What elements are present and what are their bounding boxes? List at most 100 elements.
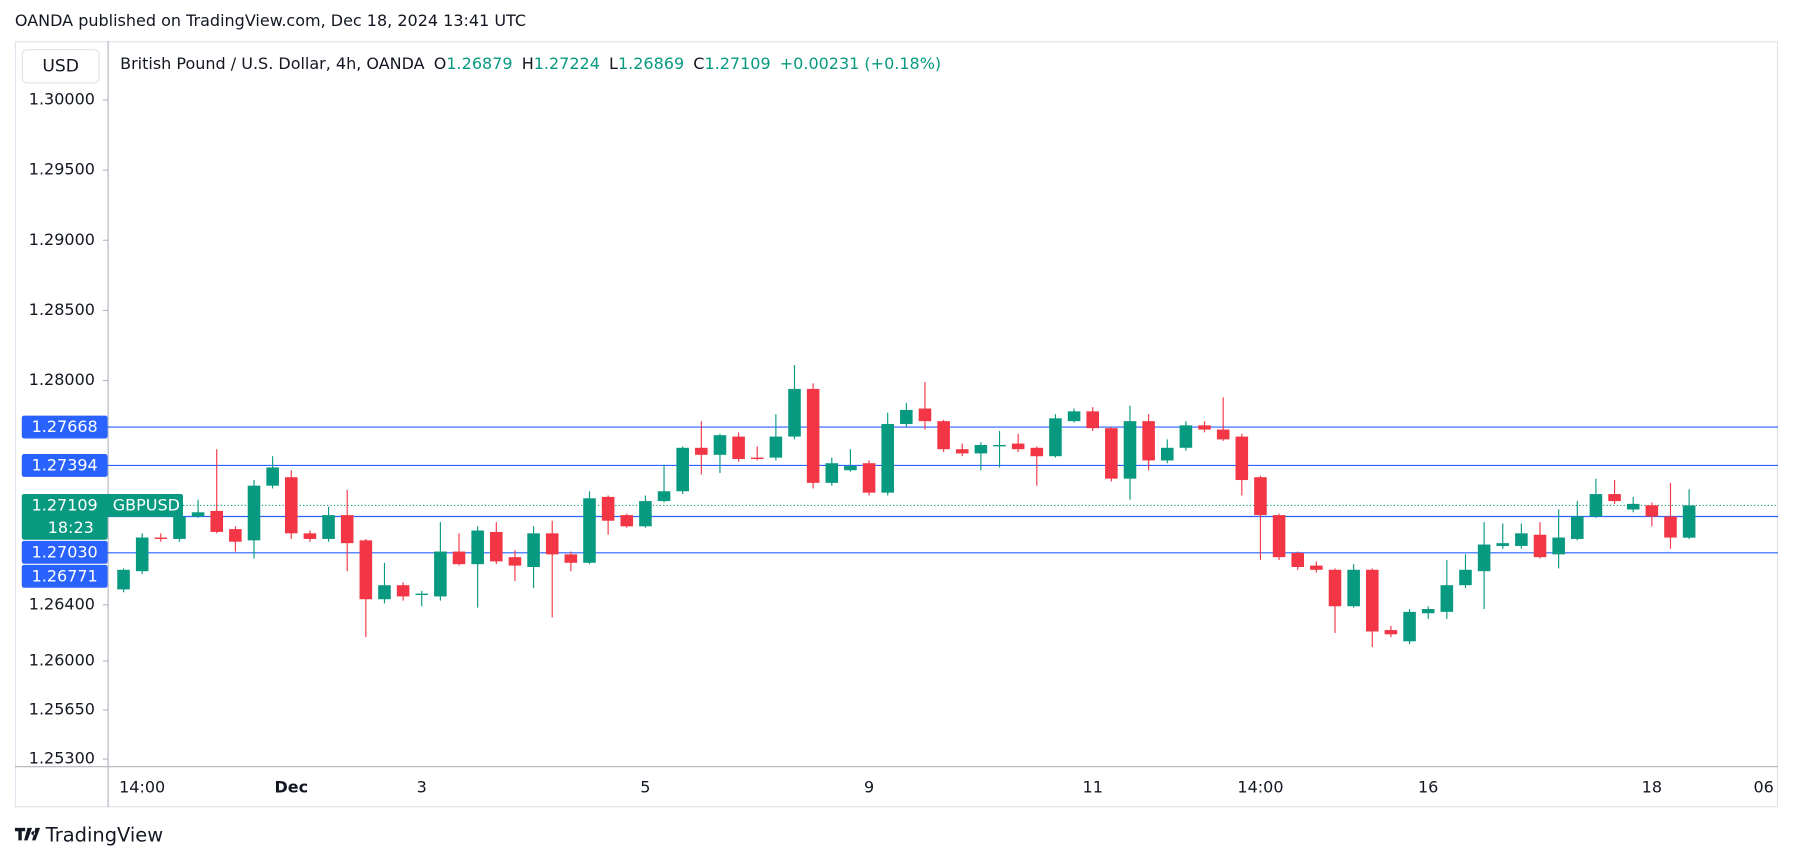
candle-body [508,557,522,566]
y-tick-label: 1.25300 [29,749,95,768]
price-line-label-box [21,564,108,588]
candle-body [695,447,708,455]
candle-body [881,423,894,493]
candle-body [676,447,689,492]
candle-body [564,554,578,563]
candle-body [1310,565,1323,570]
candle-body [1645,505,1659,517]
symbol-label: GBPUSD [113,496,180,515]
legend-high: 1.27224 [534,54,600,73]
candle-body [340,515,354,544]
candle-body [247,485,261,541]
candle-body [1105,428,1118,479]
y-tick-label: 1.26400 [29,594,95,613]
candle-body [937,421,950,450]
y-tick-label: 1.29500 [29,160,95,179]
candle-body [993,444,1006,447]
price-line-label-box [21,415,108,439]
symbol-box [105,493,184,517]
y-tick-label: 1.30000 [29,90,95,109]
candle-body [173,516,186,539]
candle-body [1011,443,1025,450]
candle-body [1682,505,1696,538]
candle-body [1086,411,1100,429]
candle-body [1515,533,1528,546]
candle-body [601,496,615,521]
y-tick-label: 1.26000 [29,650,95,669]
candle-body [1608,494,1621,502]
price-line-label-box [21,454,108,477]
candle-body [471,530,484,565]
y-tick-label: 1.28500 [29,300,95,319]
brand-logo[interactable] [14,827,41,841]
x-tick-label: 14:00 [1237,777,1283,796]
candle-body [1254,477,1267,516]
current-price-label: 1.27109 [32,496,98,515]
candle-body [1496,543,1510,546]
countdown-label: 18:23 [48,518,94,537]
price-line-label: 1.27030 [32,542,98,561]
candle-body [1384,630,1398,635]
x-tick-label: 18 [1642,777,1662,796]
legend-open: 1.26879 [446,54,512,73]
x-tick-label: 14:00 [119,777,165,796]
candle-body [1272,515,1286,558]
candle-body [1459,569,1472,586]
published-note: OANDA published on TradingView.com, Dec … [15,11,526,30]
candle-body [862,463,876,493]
candle-body [1552,537,1565,555]
candle-body [1235,436,1249,481]
legend-o: O [434,54,447,73]
candle-body [396,585,410,597]
x-tick-label: 06 [1753,777,1773,796]
currency-box[interactable] [21,49,100,84]
candle-body [1179,425,1193,448]
current-price-box [21,493,108,540]
candle-body [769,436,783,458]
x-tick-label: 9 [864,777,874,796]
x-tick-label: 3 [417,777,427,796]
candle-body [1626,503,1640,510]
candle-body [378,585,391,600]
candle-body [900,409,913,424]
x-tick-label: 11 [1083,777,1103,796]
candle-body [1291,552,1305,567]
legend-c: C [693,54,704,73]
price-line-label-box [21,540,108,564]
candle-body [1328,569,1342,607]
x-tick-label: Dec [274,777,308,796]
currency[interactable]: USD [42,56,79,76]
candle-body [490,531,503,562]
legend-change: +0.00231 (+0.18%) [780,54,941,73]
price-line-label: 1.26771 [32,566,98,585]
currency-button[interactable]: USD [21,49,100,84]
brand[interactable]: TradingView [14,823,163,846]
candle-body [844,466,857,471]
candle-body [210,510,224,532]
price-labels: 1.27668 1.27394 1.27109 GBPUSD 18:23 1.27030 1… [21,415,184,588]
candle-body [583,498,596,563]
legend: British Pound / U.S. Dollar, 4h, OANDA O1… [120,54,941,73]
candle-body [1123,421,1137,479]
price-line-label: 1.27394 [32,456,98,475]
candle-body [1533,534,1547,558]
chart-frame [14,41,1779,808]
legend-h: H [522,54,534,73]
candle-body [266,467,279,486]
candle-body [713,435,727,455]
candle-body [303,533,317,539]
candle-body [732,436,745,460]
brand-name[interactable]: TradingView [45,823,163,846]
candle-body [1030,447,1044,457]
candle-body [955,449,969,454]
candle-body [1049,418,1062,457]
candle-body [154,537,168,539]
legend-title: British Pound / U.S. Dollar, 4h, OANDA [120,54,425,73]
candle-body [1403,611,1416,642]
candle-body [1142,421,1155,461]
price-line-label: 1.27668 [32,417,98,436]
candle-body [229,529,242,542]
candle-body [191,512,205,517]
